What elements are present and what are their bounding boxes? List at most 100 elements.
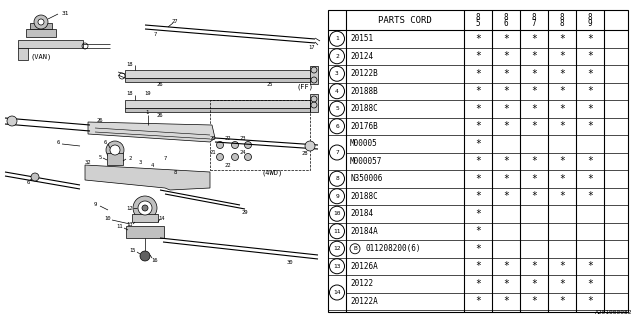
Text: 6: 6 <box>335 124 339 129</box>
Text: 5: 5 <box>99 155 102 159</box>
Text: 8: 8 <box>504 12 508 21</box>
Polygon shape <box>88 122 215 142</box>
Text: *: * <box>503 191 509 201</box>
Text: *: * <box>475 104 481 114</box>
Circle shape <box>216 154 223 161</box>
Text: 14: 14 <box>333 290 340 295</box>
Text: *: * <box>587 174 593 184</box>
Text: *: * <box>531 104 537 114</box>
Text: 4: 4 <box>150 163 154 167</box>
Text: 20184: 20184 <box>350 209 373 218</box>
Circle shape <box>31 173 39 181</box>
Text: 8: 8 <box>560 19 564 28</box>
Text: *: * <box>531 69 537 79</box>
Text: *: * <box>587 296 593 306</box>
Bar <box>310 94 318 112</box>
Text: *: * <box>531 296 537 306</box>
Circle shape <box>244 141 252 148</box>
Text: 011208200(6): 011208200(6) <box>365 244 420 253</box>
Text: 11: 11 <box>116 225 124 229</box>
Text: *: * <box>503 104 509 114</box>
Text: 20188C: 20188C <box>350 192 378 201</box>
Text: 8: 8 <box>588 12 592 21</box>
Text: 18: 18 <box>127 61 133 67</box>
Text: *: * <box>475 51 481 61</box>
Text: *: * <box>531 121 537 131</box>
Text: *: * <box>587 279 593 289</box>
Circle shape <box>142 205 148 211</box>
Text: *: * <box>503 174 509 184</box>
Text: 7: 7 <box>163 156 166 161</box>
Text: 7: 7 <box>154 31 157 36</box>
Text: *: * <box>587 69 593 79</box>
Text: 10: 10 <box>333 211 340 216</box>
Text: *: * <box>587 261 593 271</box>
Text: *: * <box>475 174 481 184</box>
Text: 14: 14 <box>159 215 165 220</box>
Polygon shape <box>85 165 210 190</box>
Text: PARTS CORD: PARTS CORD <box>378 15 432 25</box>
Text: 8: 8 <box>476 12 480 21</box>
Text: *: * <box>587 156 593 166</box>
Bar <box>107 153 123 165</box>
Text: *: * <box>503 156 509 166</box>
Text: (FF): (FF) <box>296 84 314 90</box>
Bar <box>18 48 28 60</box>
Text: 29: 29 <box>242 210 248 214</box>
Bar <box>328 10 628 312</box>
Text: 25: 25 <box>267 82 273 86</box>
Text: 13: 13 <box>127 222 133 228</box>
Text: 8: 8 <box>532 12 536 21</box>
Text: 11: 11 <box>333 229 340 234</box>
Text: 31: 31 <box>62 11 70 15</box>
Bar <box>126 226 164 238</box>
Text: 6: 6 <box>26 180 29 185</box>
Text: 22: 22 <box>225 163 231 167</box>
Text: *: * <box>531 191 537 201</box>
Text: 30: 30 <box>287 260 293 265</box>
Circle shape <box>38 19 44 25</box>
Text: *: * <box>475 139 481 149</box>
Text: 20122A: 20122A <box>350 297 378 306</box>
Text: *: * <box>559 191 565 201</box>
Text: *: * <box>559 174 565 184</box>
Text: M00005: M00005 <box>350 139 378 148</box>
Text: *: * <box>475 244 481 254</box>
Text: 2: 2 <box>129 156 132 161</box>
Text: *: * <box>475 156 481 166</box>
Text: 6: 6 <box>504 19 508 28</box>
Text: 10: 10 <box>105 215 111 220</box>
Text: *: * <box>587 51 593 61</box>
Text: 5: 5 <box>335 106 339 111</box>
Text: 20176B: 20176B <box>350 122 378 131</box>
Circle shape <box>232 141 239 148</box>
Text: *: * <box>559 296 565 306</box>
Text: *: * <box>503 261 509 271</box>
Text: 23: 23 <box>240 135 246 140</box>
Text: *: * <box>587 191 593 201</box>
Bar <box>125 108 310 112</box>
Text: *: * <box>475 226 481 236</box>
Text: B: B <box>353 246 357 251</box>
Text: *: * <box>559 51 565 61</box>
Text: 9: 9 <box>588 19 592 28</box>
Text: *: * <box>559 121 565 131</box>
Text: *: * <box>503 34 509 44</box>
Bar <box>26 29 56 37</box>
Text: 3: 3 <box>138 159 141 164</box>
Text: *: * <box>531 34 537 44</box>
Text: (VAN): (VAN) <box>30 54 52 60</box>
Text: *: * <box>559 86 565 96</box>
Bar <box>18 40 83 48</box>
Text: 26: 26 <box>157 82 163 86</box>
Text: 26: 26 <box>97 117 103 123</box>
Text: *: * <box>531 279 537 289</box>
Text: 22: 22 <box>225 135 231 140</box>
Text: *: * <box>475 296 481 306</box>
Text: *: * <box>587 34 593 44</box>
Text: A201000082: A201000082 <box>595 310 632 315</box>
Text: *: * <box>503 86 509 96</box>
Text: 15: 15 <box>130 247 136 252</box>
Text: *: * <box>475 191 481 201</box>
Text: 19: 19 <box>145 91 151 95</box>
